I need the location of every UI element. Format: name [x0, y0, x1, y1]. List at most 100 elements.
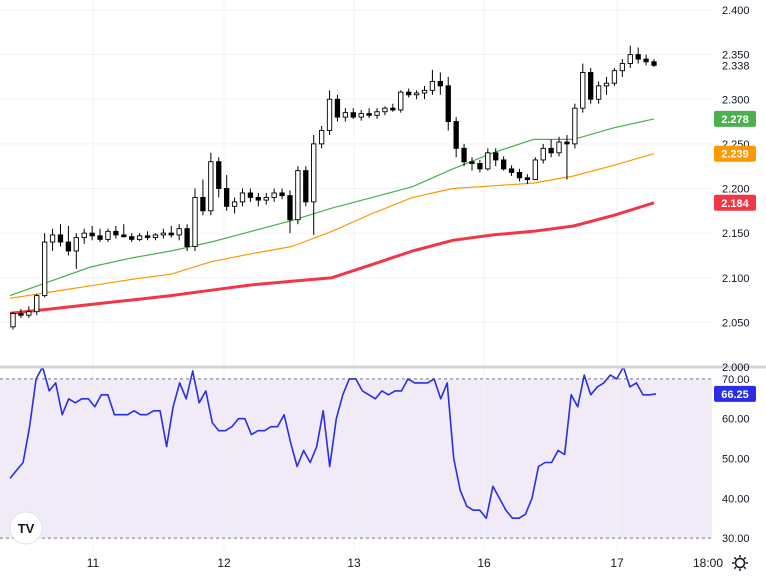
ma-value-badge-text: 2.184 — [721, 198, 749, 210]
candle-body-down — [121, 234, 127, 238]
candle — [184, 224, 190, 251]
rsi-last-badge-text: 66.25 — [721, 389, 749, 401]
candle-body-down — [500, 159, 507, 170]
candle — [168, 225, 174, 238]
candle-body-up — [73, 237, 79, 252]
time-tick-label: 13 — [347, 556, 361, 570]
candle — [611, 68, 618, 86]
candle-body-up — [619, 63, 625, 72]
rsi-tick-label: 60.00 — [722, 414, 750, 426]
candle — [421, 85, 428, 100]
candle — [231, 197, 238, 214]
candle-body-up — [81, 232, 87, 239]
candle-body-up — [556, 141, 562, 154]
ma-value-badge-text: 2.278 — [721, 114, 749, 126]
candle-body-up — [26, 311, 32, 316]
logo-text: TV — [18, 521, 35, 536]
candle — [239, 188, 246, 207]
candle — [144, 231, 151, 241]
candle — [295, 166, 301, 225]
gear-icon[interactable] — [732, 555, 748, 571]
candle-body-down — [651, 61, 657, 66]
candle — [26, 306, 32, 318]
rsi-tick-label: 30.00 — [722, 533, 750, 545]
candle — [619, 59, 625, 77]
candle — [192, 188, 198, 251]
price-tick-label: 2.000 — [722, 362, 750, 374]
candle — [224, 175, 230, 211]
candle — [152, 233, 159, 241]
candle — [255, 192, 261, 207]
candle — [485, 148, 491, 171]
candle-body-up — [152, 234, 159, 239]
candle — [532, 157, 538, 181]
candle — [247, 188, 254, 202]
candle — [311, 134, 317, 235]
candle-body-up — [413, 92, 420, 96]
candle-body-down — [564, 141, 570, 145]
rsi-line — [9, 366, 657, 520]
candle-body-down — [548, 147, 554, 154]
candle-body-up — [382, 107, 388, 113]
candle — [477, 159, 483, 173]
candle — [105, 228, 111, 243]
candle — [57, 224, 64, 247]
candle-body-down — [390, 107, 396, 111]
rsi-axis[interactable]: 70.00 60.00 50.00 40.00 30.00 — [722, 374, 750, 545]
candle-body-up — [326, 98, 333, 131]
candle-body-down — [113, 230, 119, 236]
candle-body-up — [611, 70, 618, 84]
time-axis[interactable]: 11 12 13 16 17 18:00 — [87, 556, 724, 570]
candle-body-up — [239, 192, 246, 203]
candle — [524, 174, 531, 185]
candle — [350, 108, 356, 119]
candle — [445, 76, 451, 131]
candle — [572, 103, 578, 149]
candle-body-up — [398, 91, 404, 111]
candle-body-down — [445, 85, 451, 123]
candle-body-up — [263, 196, 269, 201]
candles — [10, 45, 657, 330]
candle — [406, 88, 412, 98]
candle — [326, 90, 333, 135]
candle — [49, 228, 56, 251]
candle-body-up — [595, 85, 602, 100]
candle — [81, 228, 87, 244]
candle — [493, 148, 499, 167]
candle-body-up — [603, 82, 610, 87]
candle-body-up — [572, 107, 578, 145]
candle-body-down — [477, 163, 483, 170]
candle-body-up — [271, 192, 277, 198]
candle — [390, 103, 396, 112]
candle-body-up — [580, 72, 586, 109]
candle — [208, 152, 214, 216]
candle — [500, 156, 507, 171]
candle-body-down — [287, 195, 293, 221]
candle-body-down — [216, 161, 222, 189]
candle-body-up — [342, 112, 349, 118]
last-price-label: 2.338 — [722, 60, 750, 72]
price-tick-label: 2.400 — [722, 5, 750, 17]
candle-body-down — [493, 152, 499, 161]
candle-body-down — [366, 113, 372, 116]
ma-value-badge-bg — [714, 194, 756, 211]
candle — [121, 224, 127, 238]
candle — [113, 225, 119, 239]
candle — [643, 54, 649, 66]
candle-body-down — [184, 228, 190, 247]
time-tick-label: 17 — [610, 556, 624, 570]
candle-body-up — [358, 113, 364, 118]
candle-body-down — [303, 170, 309, 203]
candle-body-down — [643, 58, 649, 63]
candle-body-up — [318, 130, 325, 145]
price-tick-label: 2.350 — [722, 50, 750, 62]
candle — [89, 225, 95, 241]
candle — [398, 90, 404, 113]
time-tick-label: 16 — [477, 556, 491, 570]
candle — [516, 168, 523, 182]
candle-body-down — [635, 54, 641, 60]
candle — [366, 108, 372, 118]
candle — [10, 311, 16, 330]
